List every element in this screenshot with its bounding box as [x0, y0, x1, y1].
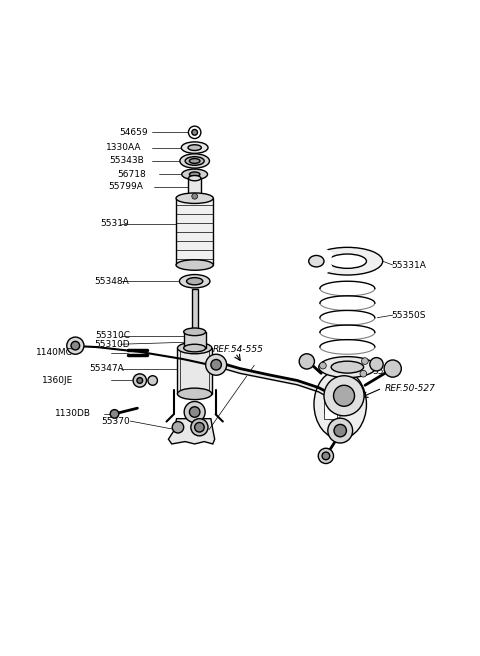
Circle shape: [137, 378, 143, 383]
Circle shape: [328, 418, 353, 443]
Circle shape: [322, 452, 330, 460]
Circle shape: [190, 407, 200, 417]
Circle shape: [324, 403, 342, 420]
Ellipse shape: [309, 255, 324, 267]
Text: REF.54-555: REF.54-555: [213, 345, 264, 354]
Text: 1360JE: 1360JE: [42, 376, 73, 385]
Circle shape: [172, 422, 184, 433]
Ellipse shape: [188, 145, 201, 150]
Ellipse shape: [182, 169, 207, 180]
Ellipse shape: [187, 277, 203, 285]
Bar: [189, 178, 201, 197]
Circle shape: [110, 409, 119, 418]
Polygon shape: [168, 419, 215, 444]
Ellipse shape: [184, 344, 205, 352]
Circle shape: [370, 358, 383, 371]
Circle shape: [361, 358, 368, 364]
Text: 1330AA: 1330AA: [106, 143, 141, 152]
Circle shape: [211, 359, 221, 370]
Text: 1130DB: 1130DB: [55, 409, 91, 419]
Circle shape: [324, 376, 364, 416]
Circle shape: [299, 354, 314, 369]
Ellipse shape: [189, 176, 201, 181]
Ellipse shape: [180, 275, 210, 288]
Circle shape: [67, 337, 84, 354]
Circle shape: [360, 371, 367, 377]
Text: 55799A: 55799A: [109, 182, 144, 192]
Ellipse shape: [331, 361, 364, 373]
Circle shape: [195, 422, 204, 432]
Ellipse shape: [185, 157, 204, 165]
Circle shape: [133, 374, 146, 387]
Bar: [178, 348, 212, 394]
Circle shape: [318, 448, 334, 464]
Ellipse shape: [176, 193, 213, 203]
Circle shape: [192, 129, 198, 135]
Circle shape: [148, 376, 157, 385]
Text: 55347A: 55347A: [90, 364, 124, 373]
Circle shape: [320, 362, 326, 369]
Ellipse shape: [190, 172, 200, 176]
Text: 55319: 55319: [100, 220, 129, 228]
Text: 55348A: 55348A: [95, 277, 129, 286]
Text: 55350S: 55350S: [392, 310, 426, 319]
Wedge shape: [312, 243, 333, 279]
Circle shape: [71, 341, 80, 350]
Text: 55310D: 55310D: [95, 340, 130, 349]
Text: 54659: 54659: [120, 128, 148, 137]
Circle shape: [192, 194, 198, 199]
Circle shape: [334, 385, 355, 406]
Ellipse shape: [328, 254, 366, 268]
Ellipse shape: [178, 388, 212, 400]
Ellipse shape: [181, 142, 208, 154]
Circle shape: [384, 360, 401, 377]
Ellipse shape: [180, 154, 209, 168]
Ellipse shape: [184, 328, 205, 336]
Circle shape: [334, 424, 347, 437]
Ellipse shape: [176, 260, 213, 270]
Circle shape: [205, 354, 227, 375]
Bar: [324, 401, 337, 419]
Ellipse shape: [312, 247, 383, 275]
Text: 55343B: 55343B: [109, 157, 144, 165]
Ellipse shape: [319, 357, 376, 378]
Text: 1140MC: 1140MC: [36, 348, 73, 358]
Ellipse shape: [190, 159, 200, 163]
Circle shape: [184, 401, 205, 422]
Text: REF.50-527: REF.50-527: [384, 384, 435, 393]
Ellipse shape: [314, 370, 366, 439]
Text: 55344: 55344: [372, 367, 401, 377]
Bar: [192, 289, 198, 332]
Circle shape: [191, 419, 208, 436]
Bar: [176, 198, 213, 265]
Ellipse shape: [189, 195, 201, 200]
Text: 55370: 55370: [101, 417, 130, 426]
Ellipse shape: [178, 342, 212, 354]
Bar: [184, 332, 205, 348]
Text: 55310C: 55310C: [95, 331, 130, 340]
Text: 56718: 56718: [117, 170, 146, 179]
Text: 55331A: 55331A: [392, 260, 427, 270]
